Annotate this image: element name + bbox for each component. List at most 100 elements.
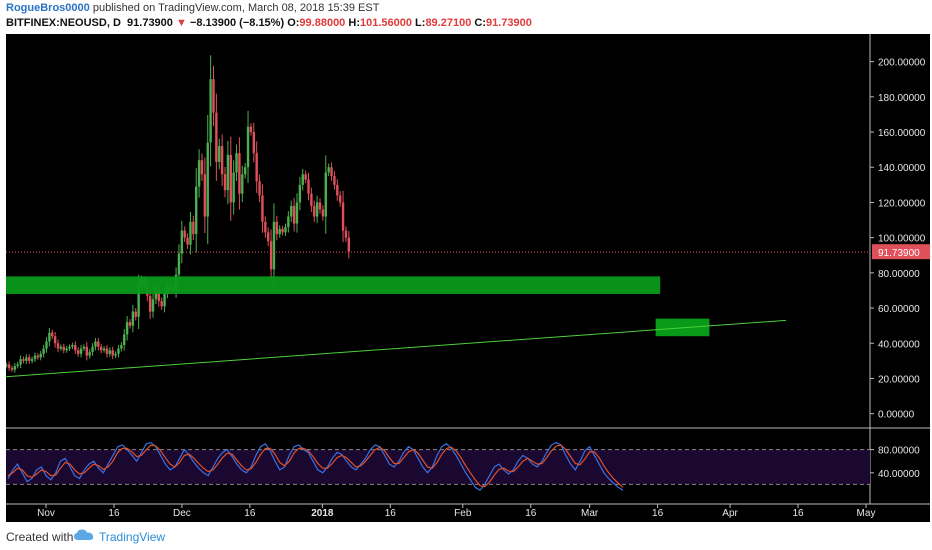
chart-area[interactable]: 200.00000 180.00000 160.00000 140.00000 120.… — [0, 34, 930, 522]
candle-body — [192, 221, 195, 235]
candle-body — [13, 366, 17, 370]
candle-body — [318, 202, 322, 210]
candle-body — [48, 332, 51, 342]
candle-body — [117, 348, 120, 354]
candle-body — [59, 346, 63, 349]
x-tick-label: Feb — [454, 508, 472, 519]
candle-body — [344, 230, 348, 238]
candle-body — [249, 126, 253, 133]
candle-body — [183, 230, 186, 238]
support-zone-1 — [5, 276, 661, 294]
candle-body — [154, 290, 158, 300]
y-tick-label: 140.00000 — [878, 163, 926, 174]
rsi-y-tick-label: 40.00000 — [878, 469, 920, 480]
candle-body — [16, 364, 19, 367]
x-tick-label: 2018 — [311, 508, 334, 519]
candle-body — [341, 202, 345, 231]
candle-body — [74, 345, 77, 351]
low-label: L: — [415, 17, 426, 29]
candle-body — [105, 348, 109, 354]
candle-body — [30, 359, 34, 361]
candle-body — [102, 348, 106, 351]
candle-body — [94, 341, 97, 347]
candle-body — [347, 237, 351, 252]
chart-header: RogueBros0000 published on TradingView.c… — [0, 0, 932, 34]
y-tick-label: 100.00000 — [878, 234, 926, 245]
rsi-y-tick-label: 80.00000 — [878, 446, 920, 457]
candle-body — [252, 132, 255, 154]
author-link[interactable]: RogueBros0000 — [6, 2, 90, 14]
candle-body — [22, 359, 25, 361]
candle-body — [25, 357, 28, 361]
y-tick-label: 80.00000 — [878, 269, 920, 280]
candle-body — [327, 167, 330, 173]
candle-body — [269, 241, 273, 270]
candle-body — [131, 311, 135, 326]
candle-body — [203, 174, 207, 217]
candle-body — [85, 346, 89, 356]
candle-body — [97, 341, 100, 347]
candle-body — [33, 355, 37, 360]
y-tick-label: 120.00000 — [878, 198, 926, 209]
candle-body — [218, 146, 221, 162]
candle-body — [128, 322, 132, 326]
rsi-band-fill — [6, 449, 870, 485]
change-value: −8.13900 (−8.15%) — [189, 17, 285, 29]
candle-body — [71, 345, 74, 347]
last-price: 91.73900 — [127, 17, 173, 29]
tradingview-brand[interactable]: TradingView — [99, 530, 166, 544]
footer: Created with TradingView — [0, 522, 932, 550]
candle-body — [255, 153, 258, 182]
candle-body — [330, 167, 333, 177]
candle-body — [76, 350, 80, 354]
x-tick-label: 16 — [244, 508, 256, 519]
candle-body — [111, 350, 114, 356]
candle-body — [321, 209, 325, 217]
published-text: published on TradingView.com, March 08, … — [92, 2, 380, 14]
open-value: 99.88000 — [299, 17, 346, 29]
x-tick-label: 16 — [525, 508, 537, 519]
last-price-tag-label: 91.73900 — [878, 248, 920, 259]
candle-body — [292, 205, 296, 224]
candle-body — [36, 355, 40, 358]
candle-body — [209, 79, 212, 143]
candle-body — [197, 160, 201, 187]
y-tick-label: 200.00000 — [878, 58, 926, 69]
chart-svg[interactable]: 200.00000180.00000160.00000140.00000120.… — [0, 34, 930, 522]
candle-body — [324, 172, 327, 217]
candle-body — [338, 195, 342, 203]
candle-body — [246, 126, 250, 168]
x-tick-label: Mar — [581, 508, 599, 519]
candle-body — [114, 353, 117, 356]
candle-body — [51, 332, 54, 337]
candle-body — [123, 334, 126, 346]
candle-body — [215, 112, 218, 162]
tradingview-cloud-icon[interactable] — [73, 528, 95, 542]
candle-body — [28, 357, 31, 361]
publish-line: RogueBros0000 published on TradingView.c… — [6, 2, 379, 14]
candle-body — [39, 353, 42, 358]
candle-body — [186, 237, 189, 245]
candle-body — [10, 367, 14, 370]
candle-body — [4, 364, 8, 367]
x-tick-label: Dec — [173, 508, 191, 519]
stoch-k-line — [7, 441, 624, 491]
candle-body — [278, 228, 281, 235]
candle-body — [232, 172, 235, 203]
candle-body — [195, 186, 198, 235]
candle-body — [82, 346, 86, 349]
candle-body — [100, 346, 103, 351]
candle-body — [261, 195, 264, 222]
candle-body — [223, 174, 227, 191]
ohlc-line: BITFINEX:NEOUSD, D 91.73900 ▼ −8.13900 (… — [6, 17, 532, 29]
candle-body — [313, 205, 316, 217]
candle-body — [264, 221, 267, 233]
x-tick-label: 16 — [792, 508, 804, 519]
candle-body — [226, 154, 230, 191]
x-tick-label: 16 — [108, 508, 120, 519]
x-tick-label: 16 — [652, 508, 664, 519]
open-label: O: — [287, 17, 300, 29]
candle-body — [91, 346, 94, 353]
candle-body — [160, 301, 163, 307]
last-price-tag — [872, 244, 930, 260]
